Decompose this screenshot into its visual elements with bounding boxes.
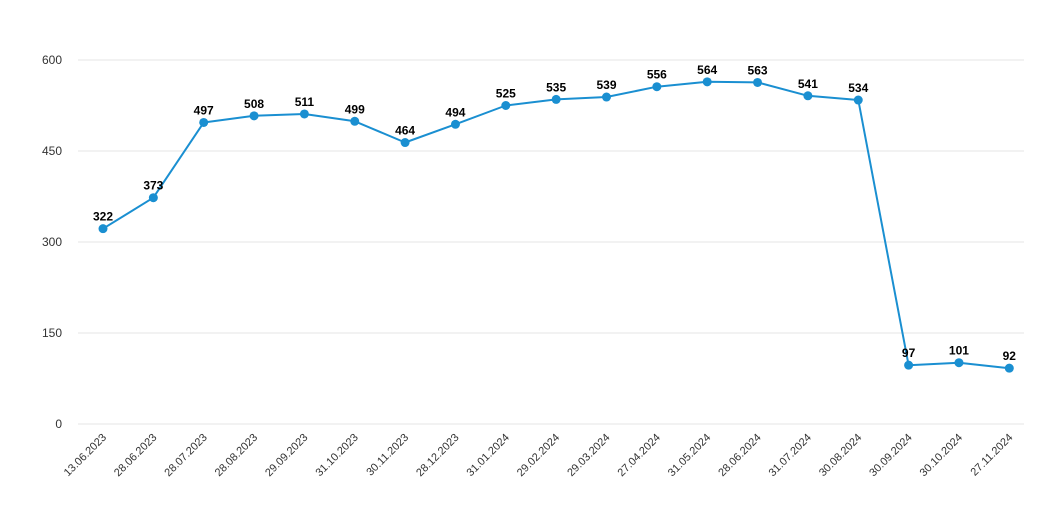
data-label: 563 [748,63,768,77]
data-label: 497 [194,103,214,117]
data-label: 92 [1003,349,1017,363]
data-label: 373 [143,179,163,193]
data-label: 97 [902,346,916,360]
data-point [602,92,611,102]
x-tick-label: 27.04.2024 [616,432,663,479]
data-label: 464 [395,124,415,138]
data-label: 494 [445,105,465,119]
x-tick-label: 13.06.2023 [62,432,109,479]
x-tick-label: 30.08.2024 [817,432,864,479]
data-point [652,82,662,92]
x-tick-label: 31.05.2024 [666,432,713,479]
x-tick-label: 28.06.2023 [112,432,159,479]
x-tick-label: 28.08.2023 [213,432,260,479]
data-label: 525 [496,87,516,101]
data-point [1004,363,1014,373]
data-label: 535 [546,80,566,94]
data-point [148,193,158,203]
x-tick-label: 30.10.2024 [918,432,965,479]
gridlines [78,59,1024,425]
data-point [501,101,511,110]
series-line [102,80,1010,370]
x-tick-label: 27.11.2024 [969,432,1016,479]
data-label: 499 [345,102,365,116]
x-tick-label: 31.01.2024 [465,432,512,479]
data-point [551,94,561,104]
data-label: 556 [647,68,667,82]
data-point [753,77,763,87]
x-tick-label: 28.06.2024 [716,432,763,479]
data-point [853,95,863,105]
data-point [803,91,813,101]
data-label: 511 [295,95,315,109]
x-tick-label: 30.09.2024 [867,432,914,479]
data-label: 322 [93,210,113,224]
data-point [299,109,309,119]
data-point [199,117,209,127]
y-tick-label: 150 [42,326,62,340]
data-point [954,358,964,368]
data-point [350,116,360,126]
data-label: 101 [949,344,969,358]
data-point [98,224,108,234]
data-point [904,360,914,370]
data-label: 541 [798,77,818,91]
x-tick-label: 29.09.2023 [263,432,310,479]
x-axis: 13.06.2023 28.06.2023 28.07.2023 28.08.2023… [62,432,1016,479]
data-label: 508 [244,97,264,111]
x-tick-label: 28.07.2023 [162,432,209,479]
x-tick-label: 30.11.2023 [364,432,411,479]
data-point [249,111,259,121]
data-point [702,77,712,87]
data-points [98,77,1014,373]
series-line-group [102,80,1010,370]
data-point [400,138,410,148]
data-label: 564 [697,63,717,77]
y-tick-label: 0 [55,417,62,431]
x-tick-label: 29.03.2024 [565,432,612,479]
y-tick-label: 300 [42,235,62,249]
data-point [450,119,460,129]
x-tick-label: 31.10.2023 [313,432,360,479]
x-tick-label: 28.12.2023 [414,432,461,479]
data-label: 539 [596,78,616,92]
y-tick-label: 450 [42,144,62,158]
x-tick-label: 29.02.2024 [515,432,562,479]
y-axis: 0 150 300 450 600 [42,53,62,431]
x-tick-label: 31.07.2024 [767,432,814,479]
data-label: 534 [848,81,868,95]
y-tick-label: 600 [42,53,62,67]
data-labels: 322 373 497 508 511 499 464 494 525 535 539 556 564 5… [93,63,1016,363]
